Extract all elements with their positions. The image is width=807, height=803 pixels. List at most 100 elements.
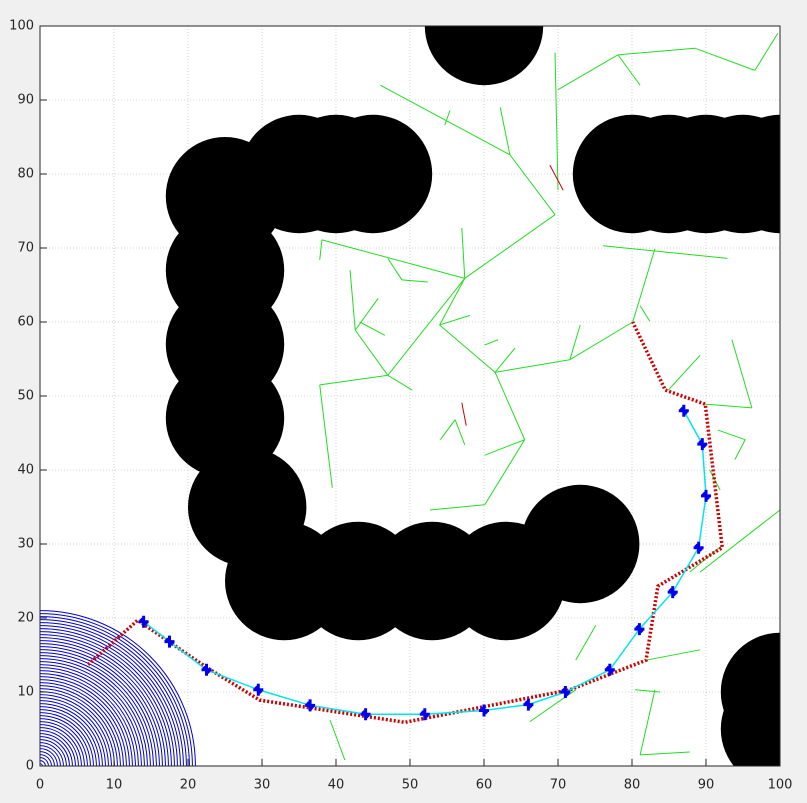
tree-edge [444, 110, 451, 126]
waypoint [479, 704, 489, 717]
tree-edge [387, 374, 413, 391]
waypoint [560, 686, 571, 698]
waypoint [701, 489, 711, 502]
tree-edge [484, 439, 526, 506]
tree-edge [557, 54, 619, 91]
tree-edge [667, 354, 701, 391]
tree-edge [694, 47, 756, 71]
x-tick-label: 30 [254, 778, 271, 793]
tree-edge [319, 239, 323, 260]
tree-edge [439, 419, 456, 440]
tree-edge [429, 504, 485, 511]
tick-labels: 0 10 20 30 40 50 60 70 80 90 100 0 10 20 30 40 50 60 70 80 9… [9, 19, 792, 793]
tree-edge [319, 374, 388, 386]
x-tick-label: 50 [402, 778, 419, 793]
planned-path [86, 321, 725, 725]
x-tick-label: 70 [550, 778, 567, 793]
waypoint [678, 404, 689, 417]
tree-edge [754, 33, 779, 71]
waypoint [164, 635, 175, 648]
tree-edge [387, 258, 403, 281]
waypoint [667, 586, 678, 599]
obstacle [720, 669, 780, 766]
tree-edge [699, 509, 780, 573]
tree-edge [329, 719, 346, 761]
tree-edge [494, 372, 526, 440]
tree-edge [464, 214, 556, 279]
x-tick-label: 100 [768, 778, 793, 793]
tree-edge [632, 248, 656, 323]
tree-edge [639, 305, 651, 322]
tree-edge [499, 107, 511, 155]
tree-edge [634, 689, 661, 693]
y-tick-label: 30 [17, 537, 34, 552]
tree-edge [689, 546, 721, 573]
obstacle [165, 359, 285, 478]
tree-edge [617, 54, 641, 86]
tree-edge [494, 347, 516, 373]
tree-edge [439, 278, 466, 326]
x-tick-label: 20 [180, 778, 197, 793]
tree-edge [354, 329, 389, 376]
obstacle [521, 484, 640, 604]
waypoint [697, 438, 708, 451]
waypoint [201, 663, 212, 676]
tree-edge [709, 469, 721, 491]
tree-edge [321, 239, 465, 279]
tree-edge [734, 439, 746, 460]
tree-edge [454, 419, 466, 446]
tree-edge [387, 278, 466, 376]
tree-edge [354, 298, 379, 331]
tree-edge [495, 359, 570, 373]
tree-edge [575, 625, 597, 661]
tree-edge [509, 154, 556, 216]
x-tick-label: 10 [106, 778, 123, 793]
tree-edge [319, 384, 333, 488]
tree-edge [461, 227, 466, 279]
tree-edge [349, 270, 356, 331]
y-tick-label: 80 [17, 167, 34, 182]
tree-edge [569, 324, 581, 360]
tree-edge [603, 245, 728, 259]
tree-edge [359, 321, 386, 336]
tree-edge [717, 429, 746, 441]
obstacle [313, 114, 433, 234]
waypoint [138, 615, 149, 628]
tree-edge [705, 403, 752, 409]
tree-edge [484, 339, 499, 346]
tree-edge [617, 47, 695, 56]
tree-edge [439, 314, 471, 326]
x-tick-label: 0 [36, 778, 44, 793]
y-tick-label: 10 [17, 685, 34, 700]
rejected-edge [549, 164, 564, 191]
waypoint [305, 699, 316, 712]
obstacle [424, 26, 544, 86]
waypoint [419, 708, 430, 721]
obstacle [720, 114, 780, 234]
tree-edge [439, 324, 496, 373]
y-tick-label: 40 [17, 463, 34, 478]
waypoint [693, 541, 704, 554]
tree-edge [554, 52, 559, 191]
y-tick-label: 70 [17, 241, 34, 256]
tree-edge [484, 439, 525, 456]
y-tick-label: 100 [9, 19, 34, 34]
tree-edge [645, 649, 701, 661]
tree-edge [380, 84, 511, 156]
x-tick-label: 60 [476, 778, 493, 793]
y-tick-label: 50 [17, 389, 34, 404]
x-tick-label: 90 [698, 778, 715, 793]
waypoint [523, 698, 534, 711]
tree-edge [731, 339, 753, 408]
waypoint [360, 708, 371, 721]
y-tick-label: 20 [17, 611, 34, 626]
rejected-edge [461, 402, 467, 426]
y-tick-label: 90 [17, 93, 34, 108]
waypoint [604, 663, 615, 676]
x-tick-label: 40 [328, 778, 345, 793]
tree-edge [401, 279, 428, 283]
tree-edge [639, 689, 656, 756]
tree-edge [640, 751, 690, 756]
x-tick-label: 80 [624, 778, 641, 793]
